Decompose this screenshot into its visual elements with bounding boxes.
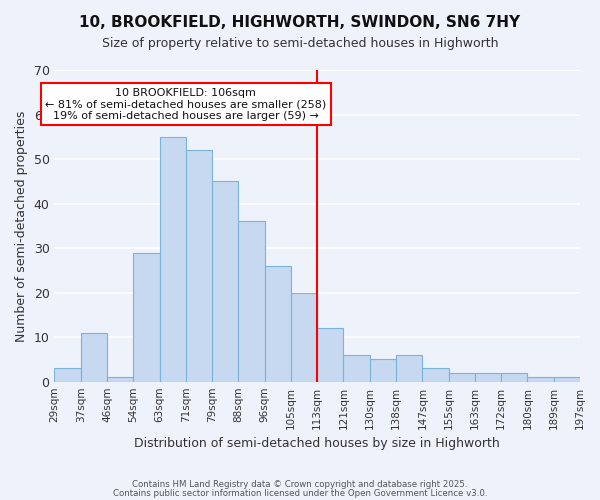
Bar bbox=[133, 252, 160, 382]
Bar bbox=[317, 328, 343, 382]
Bar bbox=[449, 373, 475, 382]
Bar bbox=[501, 373, 527, 382]
Bar bbox=[422, 368, 449, 382]
Bar bbox=[55, 368, 80, 382]
Text: Contains HM Land Registry data © Crown copyright and database right 2025.: Contains HM Land Registry data © Crown c… bbox=[132, 480, 468, 489]
Text: Contains public sector information licensed under the Open Government Licence v3: Contains public sector information licen… bbox=[113, 488, 487, 498]
X-axis label: Distribution of semi-detached houses by size in Highworth: Distribution of semi-detached houses by … bbox=[134, 437, 500, 450]
Bar bbox=[160, 137, 186, 382]
Bar bbox=[370, 360, 396, 382]
Bar bbox=[396, 355, 422, 382]
Bar bbox=[186, 150, 212, 382]
Text: 10 BROOKFIELD: 106sqm
← 81% of semi-detached houses are smaller (258)
19% of sem: 10 BROOKFIELD: 106sqm ← 81% of semi-deta… bbox=[45, 88, 326, 121]
Bar bbox=[238, 222, 265, 382]
Bar bbox=[554, 377, 580, 382]
Bar bbox=[291, 292, 317, 382]
Bar bbox=[527, 377, 554, 382]
Text: 10, BROOKFIELD, HIGHWORTH, SWINDON, SN6 7HY: 10, BROOKFIELD, HIGHWORTH, SWINDON, SN6 … bbox=[79, 15, 521, 30]
Bar bbox=[343, 355, 370, 382]
Text: Size of property relative to semi-detached houses in Highworth: Size of property relative to semi-detach… bbox=[102, 38, 498, 51]
Bar bbox=[212, 182, 238, 382]
Bar bbox=[265, 266, 291, 382]
Bar bbox=[80, 332, 107, 382]
Y-axis label: Number of semi-detached properties: Number of semi-detached properties bbox=[15, 110, 28, 342]
Bar bbox=[107, 377, 133, 382]
Bar bbox=[475, 373, 501, 382]
